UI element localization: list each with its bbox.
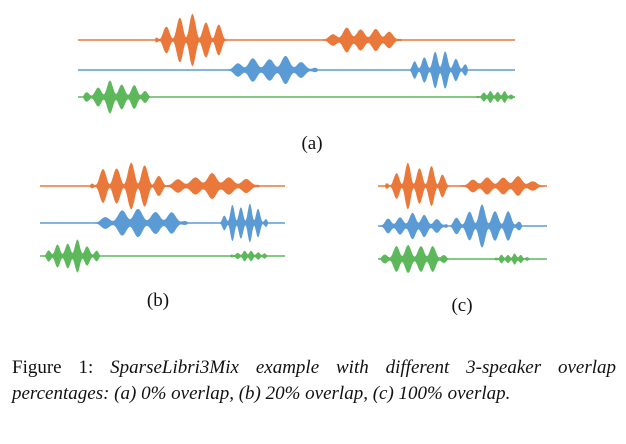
speaker3-waveform [45,239,268,273]
panel-c: (c) [378,162,547,316]
panel-b: (b) [40,162,285,311]
speaker1-waveform [90,162,260,210]
speaker2-waveform [95,203,268,243]
speaker3-waveform [380,245,530,273]
speaker1-waveform [155,13,402,67]
speaker1-waveform [385,162,545,210]
panel-a: (a) [78,13,515,154]
panel-a-label: (a) [301,133,322,154]
caption-text: SparseLibri3Mix example with different 3… [12,357,617,404]
speaker2-waveform [228,51,468,89]
panel-b-label: (b) [147,290,169,311]
figure-caption: Figure 1: SparseLibri3Mix example with d… [12,355,616,407]
speaker2-waveform [380,204,522,248]
panel-c-label: (c) [451,295,472,316]
caption-prefix: Figure 1: [12,357,94,378]
figure-diagram: (a) (b) (c) [40,13,547,316]
